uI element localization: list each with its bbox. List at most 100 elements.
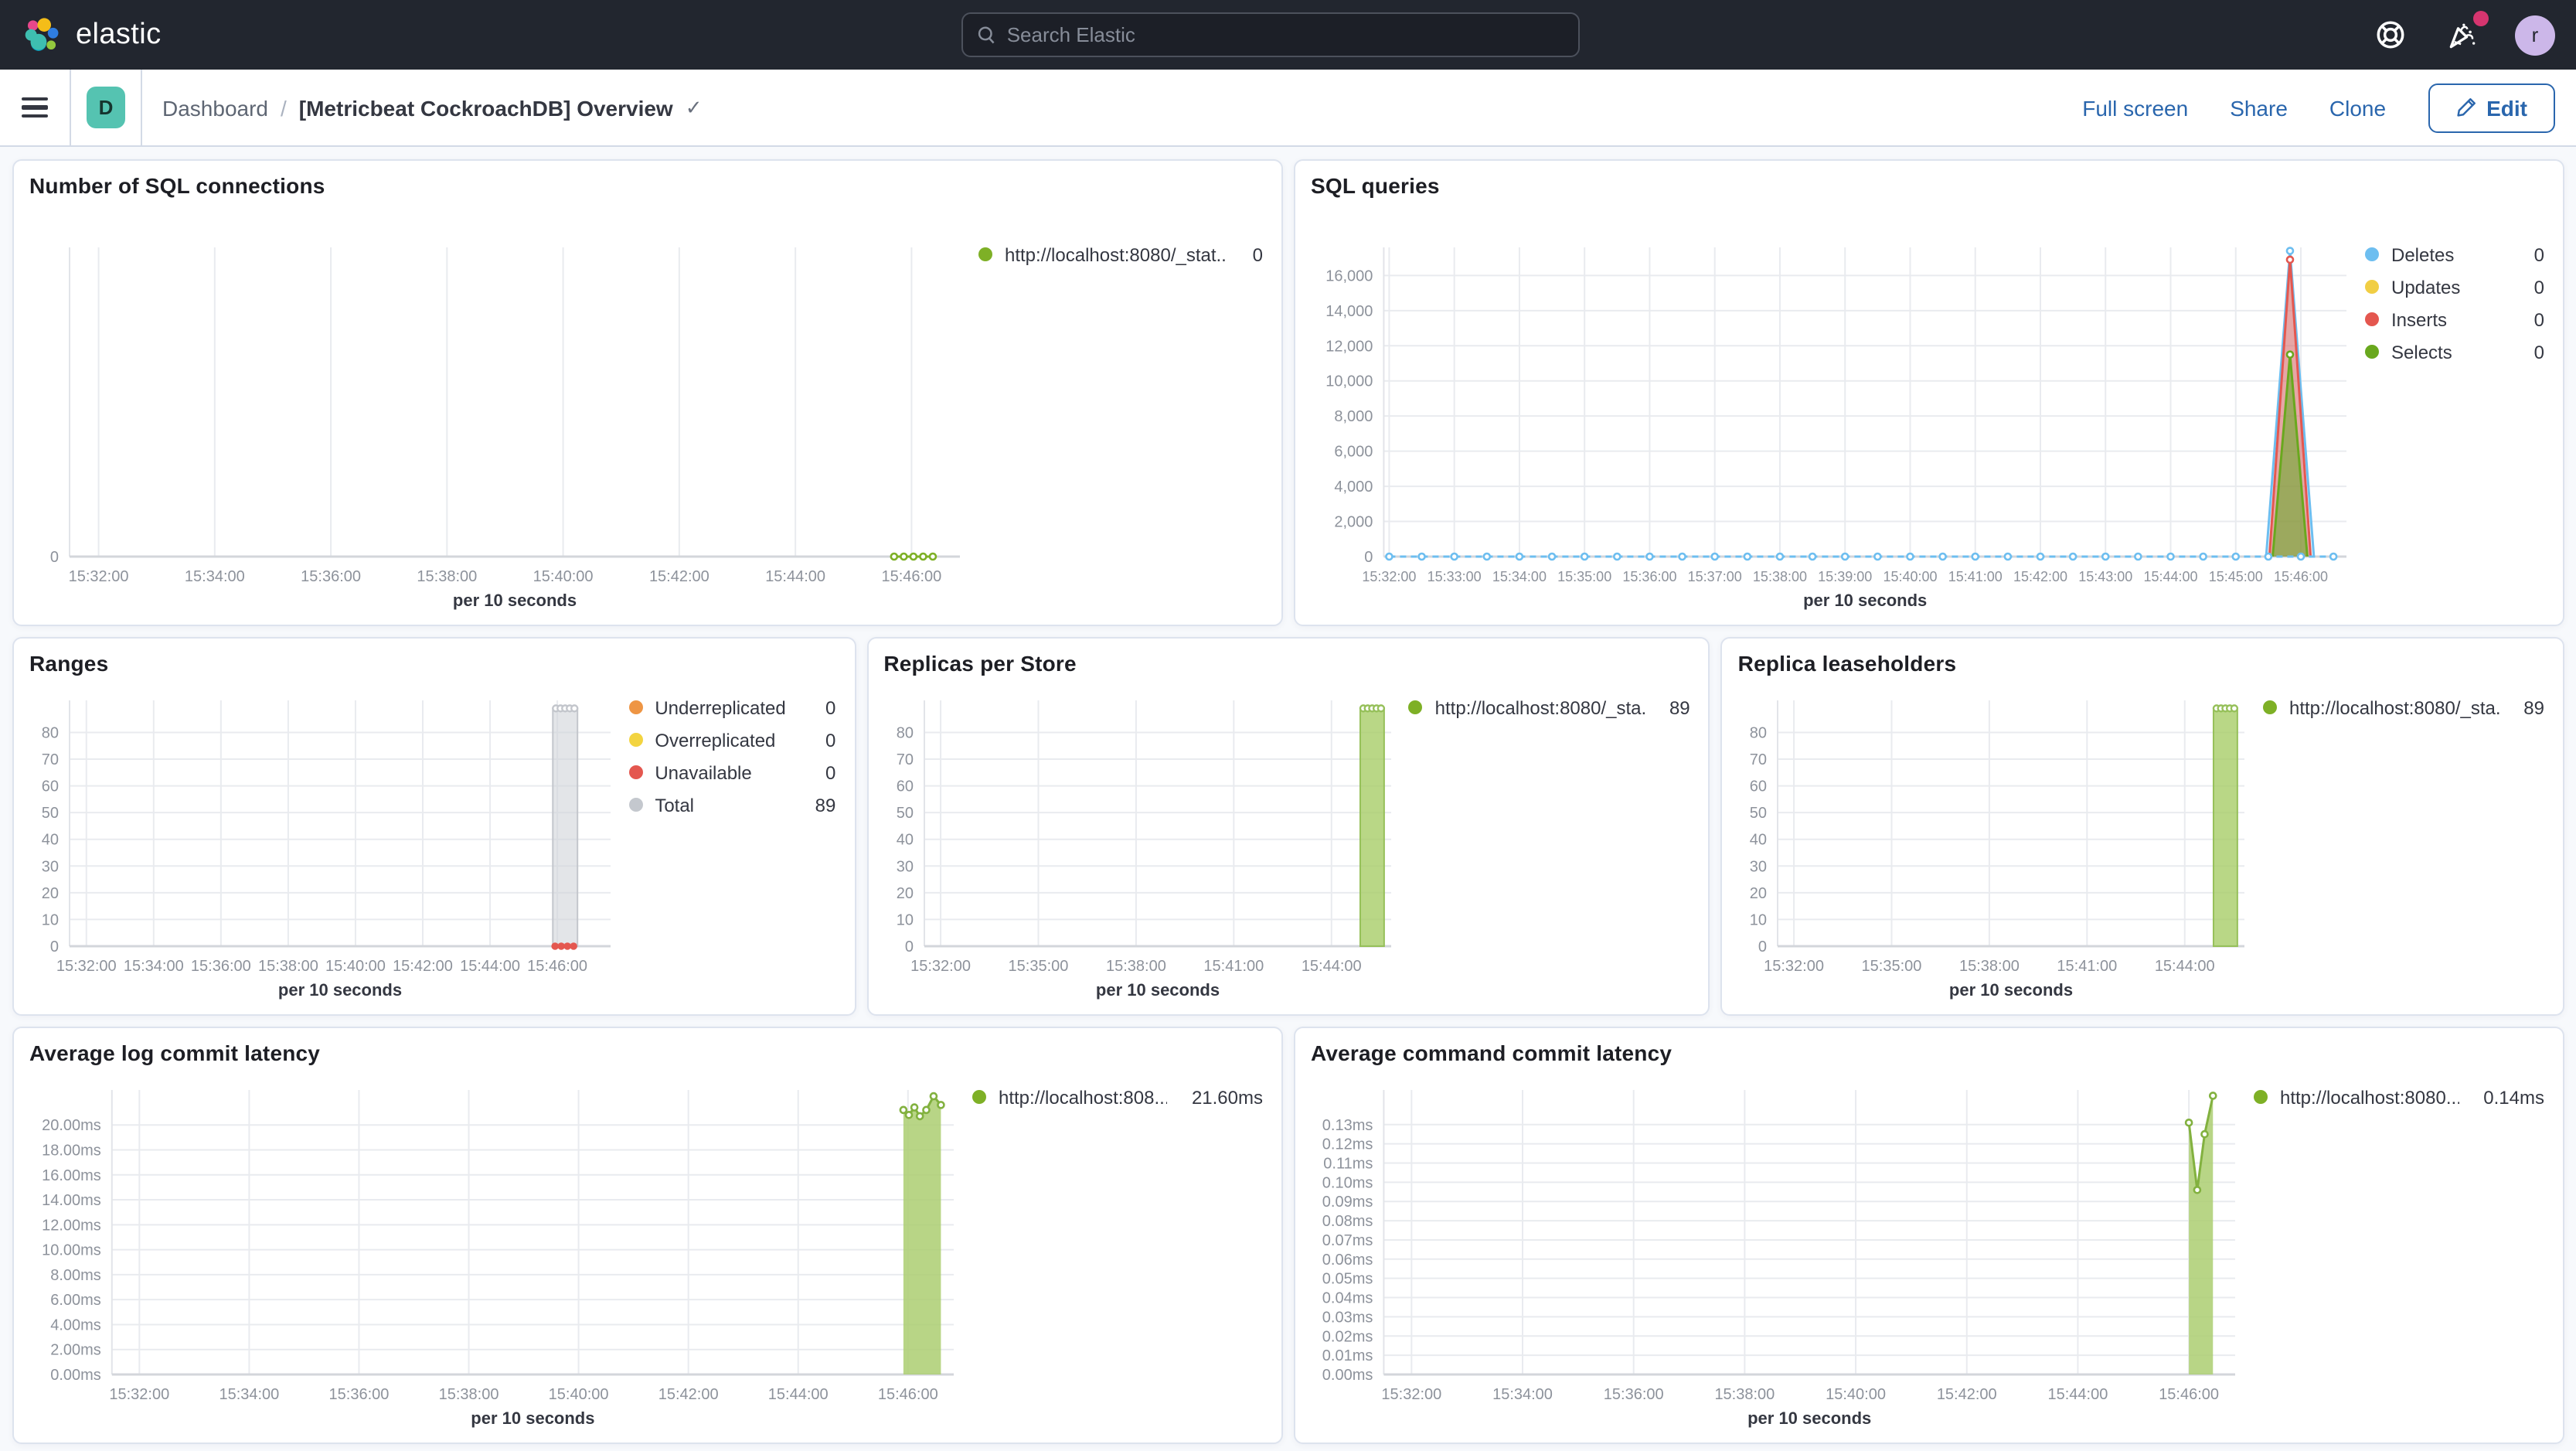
- hamburger-icon: [22, 93, 48, 123]
- svg-text:14,000: 14,000: [1325, 303, 1373, 320]
- svg-text:15:38:00: 15:38:00: [1105, 958, 1165, 975]
- svg-text:15:42:00: 15:42:00: [658, 1386, 719, 1403]
- saved-check-icon[interactable]: ✓: [685, 95, 703, 118]
- svg-text:0: 0: [904, 938, 913, 955]
- legend-item[interactable]: Overreplicated 0: [628, 724, 835, 756]
- svg-text:15:35:00: 15:35:00: [1557, 569, 1611, 584]
- svg-text:per 10 seconds: per 10 seconds: [453, 591, 577, 610]
- space-badge-cell: D: [71, 70, 142, 145]
- breadcrumb-current-title[interactable]: [Metricbeat CockroachDB] Overview: [298, 95, 673, 120]
- svg-text:16.00ms: 16.00ms: [42, 1167, 101, 1184]
- svg-text:15:46:00: 15:46:00: [2159, 1386, 2219, 1403]
- svg-text:15:46:00: 15:46:00: [2274, 569, 2328, 584]
- search-input[interactable]: [1006, 23, 1564, 46]
- legend-item[interactable]: Deletes 0: [2365, 238, 2544, 271]
- chart-canvas-replica-leaseholders[interactable]: 0 10 20 30 40 50 60 70 80 15:32:00 15:35:00 15:38:0…: [1738, 688, 2254, 1002]
- help-button[interactable]: [2370, 15, 2410, 55]
- svg-text:40: 40: [1750, 832, 1767, 849]
- svg-text:0.04ms: 0.04ms: [1322, 1290, 1373, 1307]
- svg-text:40: 40: [42, 832, 59, 849]
- clone-button[interactable]: Clone: [2329, 95, 2387, 120]
- svg-text:15:40:00: 15:40:00: [549, 1386, 609, 1403]
- legend-label: Total: [655, 794, 695, 816]
- legend-label: http://localhost:8080/_sta...: [2289, 697, 2499, 718]
- svg-text:15:37:00: 15:37:00: [1688, 569, 1742, 584]
- share-button[interactable]: Share: [2230, 95, 2288, 120]
- svg-text:15:32:00: 15:32:00: [1764, 958, 1825, 975]
- svg-text:16,000: 16,000: [1325, 267, 1373, 284]
- legend-item[interactable]: http://localhost:8080/_sta... 89: [1408, 691, 1690, 724]
- svg-text:15:35:00: 15:35:00: [1862, 958, 1922, 975]
- svg-text:0: 0: [50, 938, 59, 955]
- breadcrumb-dashboard-link[interactable]: Dashboard: [162, 95, 268, 120]
- svg-text:80: 80: [42, 724, 59, 741]
- chart-canvas-replicas-per-store[interactable]: 0 10 20 30 40 50 60 70 80 15:32:00 15:35:00 15:38:0…: [883, 688, 1399, 1002]
- legend-value: 0: [2533, 244, 2544, 265]
- space-badge[interactable]: D: [87, 87, 125, 128]
- svg-text:30: 30: [896, 858, 913, 875]
- legend-color-dot: [2254, 1090, 2268, 1104]
- legend-color-dot: [972, 1090, 986, 1104]
- legend-color-dot: [628, 765, 643, 779]
- svg-text:15:40:00: 15:40:00: [1883, 569, 1937, 584]
- chart-canvas-avg-command-commit-latency[interactable]: 0.00ms 0.01ms 0.02ms 0.03ms 0.04ms 0.05ms 0.06…: [1311, 1078, 2244, 1430]
- legend-item[interactable]: Inserts 0: [2365, 303, 2544, 336]
- full-screen-button[interactable]: Full screen: [2082, 95, 2189, 120]
- legend-item[interactable]: Total 89: [628, 789, 835, 821]
- svg-text:0.06ms: 0.06ms: [1322, 1252, 1373, 1269]
- legend-item[interactable]: Selects 0: [2365, 336, 2544, 368]
- svg-text:15:45:00: 15:45:00: [2209, 569, 2263, 584]
- legend-value: 89: [815, 794, 836, 816]
- legend-item[interactable]: http://localhost:8080/_sta... 89: [2263, 691, 2544, 724]
- search-icon: [978, 26, 995, 44]
- svg-text:0.02ms: 0.02ms: [1322, 1328, 1373, 1345]
- legend-item[interactable]: http://localhost:8080... 0.14ms: [2254, 1081, 2544, 1113]
- chart-legend: http://localhost:8080/_sta... 89: [1400, 688, 1693, 1002]
- news-button[interactable]: [2442, 10, 2489, 55]
- edit-button[interactable]: Edit: [2428, 83, 2555, 132]
- legend-label: Updates: [2391, 276, 2461, 298]
- main-menu-button[interactable]: [0, 70, 71, 145]
- panel-title: Replicas per Store: [883, 651, 1077, 676]
- svg-text:14.00ms: 14.00ms: [42, 1192, 101, 1209]
- svg-text:10: 10: [42, 911, 59, 928]
- svg-text:15:44:00: 15:44:00: [768, 1386, 829, 1403]
- svg-text:15:32:00: 15:32:00: [1362, 569, 1416, 584]
- chart-canvas-ranges[interactable]: 0 10 20 30 40 50 60 70 80 15:32:00 15:34:00 15:36:0…: [29, 688, 619, 1002]
- legend-item[interactable]: Underreplicated 0: [628, 691, 835, 724]
- svg-text:15:38:00: 15:38:00: [1753, 569, 1807, 584]
- legend-value: 0: [825, 697, 836, 718]
- svg-text:15:38:00: 15:38:00: [417, 568, 477, 585]
- chart-canvas-sql-connections[interactable]: 0 15:32:00 15:34:00 15:36:00 15:38:00 15:40:0…: [29, 235, 969, 612]
- legend-item[interactable]: http://localhost:808... 21.60ms: [972, 1081, 1263, 1113]
- svg-text:2,000: 2,000: [1334, 514, 1373, 531]
- legend-item[interactable]: Unavailable 0: [628, 756, 835, 789]
- dashboard-grid: Number of SQL connections 0 15:32:00 15:34…: [0, 147, 2576, 1444]
- svg-text:15:40:00: 15:40:00: [325, 958, 386, 975]
- legend-color-dot: [628, 733, 643, 747]
- svg-text:60: 60: [1750, 778, 1767, 795]
- edit-button-label: Edit: [2486, 95, 2527, 120]
- svg-text:15:46:00: 15:46:00: [878, 1386, 938, 1403]
- chart-canvas-sql-queries[interactable]: 0 2,000 4,000 6,000 8,000 10,000 12,000 14,000 1…: [1311, 235, 2356, 612]
- global-search[interactable]: [961, 12, 1580, 57]
- svg-text:15:46:00: 15:46:00: [527, 958, 587, 975]
- legend-item[interactable]: Updates 0: [2365, 271, 2544, 303]
- svg-text:15:40:00: 15:40:00: [1826, 1386, 1886, 1403]
- chart-canvas-avg-log-commit-latency[interactable]: 0.00ms 2.00ms 4.00ms 6.00ms 8.00ms 10.00ms 12.…: [29, 1078, 963, 1430]
- legend-label: Unavailable: [655, 761, 752, 783]
- legend-value: 89: [2523, 697, 2544, 718]
- legend-color-dot: [628, 798, 643, 812]
- pencil-icon: [2456, 98, 2476, 117]
- legend-item[interactable]: http://localhost:8080/_stat... 0: [978, 238, 1263, 271]
- svg-text:per 10 seconds: per 10 seconds: [1950, 980, 2074, 1000]
- svg-text:0: 0: [1364, 549, 1373, 566]
- elastic-logo[interactable]: elastic: [22, 15, 162, 55]
- svg-text:0: 0: [1759, 938, 1768, 955]
- user-avatar[interactable]: r: [2515, 15, 2555, 55]
- svg-text:6,000: 6,000: [1334, 444, 1373, 461]
- legend-color-dot: [2365, 345, 2379, 359]
- legend-label: Inserts: [2391, 308, 2448, 330]
- svg-text:15:41:00: 15:41:00: [2057, 958, 2118, 975]
- panel-number-of-sql-connections: Number of SQL connections 0 15:32:00 15:34…: [12, 159, 1283, 626]
